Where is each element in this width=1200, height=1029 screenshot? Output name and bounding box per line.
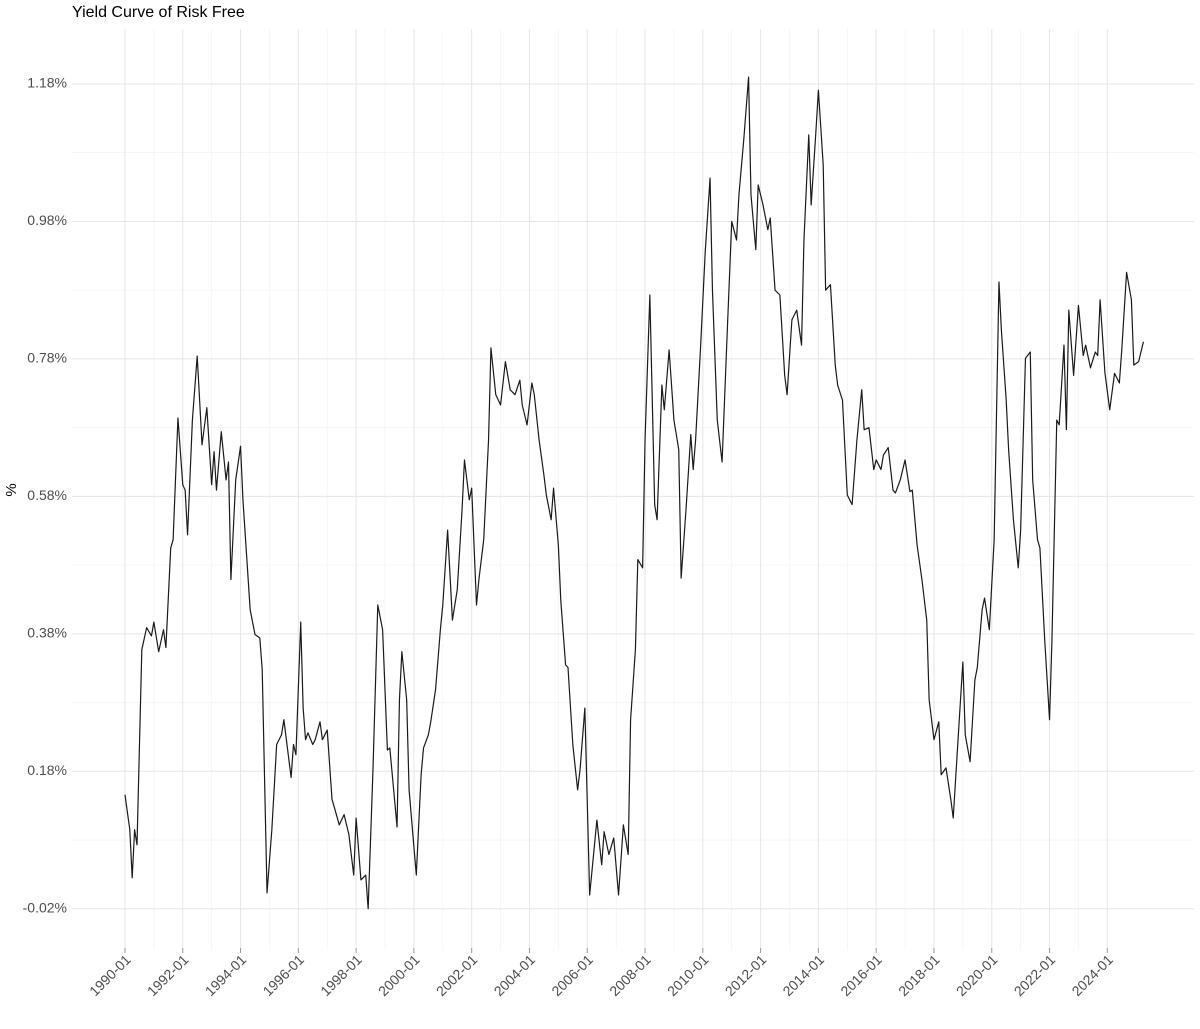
y-tick-label: 1.18% [27, 75, 67, 91]
x-tick-label: 2004-01 [491, 951, 539, 999]
x-tick-label: 2020-01 [953, 951, 1001, 999]
x-tick-label: 2022-01 [1011, 951, 1059, 999]
x-tick-label: 1994-01 [202, 951, 250, 999]
x-tick-label: 2016-01 [837, 951, 885, 999]
y-tick-label: 0.18% [27, 762, 67, 778]
y-tick-label: 0.58% [27, 487, 67, 503]
x-tick-label: 2002-01 [433, 951, 481, 999]
x-tick-label: 2024-01 [1068, 951, 1116, 999]
y-tick-label: 0.38% [27, 625, 67, 641]
data-line [124, 76, 1145, 910]
x-tick-label: 2010-01 [664, 951, 712, 999]
y-tick-label: -0.02% [23, 899, 67, 915]
y-axis-label: % [3, 483, 20, 496]
x-tick-label: 2012-01 [722, 951, 770, 999]
y-tick-label: 0.78% [27, 350, 67, 366]
chart-title: Yield Curve of Risk Free [72, 4, 245, 21]
x-tick-label: 2006-01 [548, 951, 596, 999]
x-tick-label: 1996-01 [259, 951, 307, 999]
x-tick-label: 1998-01 [317, 951, 365, 999]
y-tick-label: 0.98% [27, 212, 67, 228]
x-tick-label: 2000-01 [375, 951, 423, 999]
x-tick-label: 1992-01 [144, 951, 192, 999]
x-tick-label: 2008-01 [606, 951, 654, 999]
x-tick-label: 2018-01 [895, 951, 943, 999]
x-tick-label: 1990-01 [86, 951, 134, 999]
x-tick-label: 2014-01 [779, 951, 827, 999]
